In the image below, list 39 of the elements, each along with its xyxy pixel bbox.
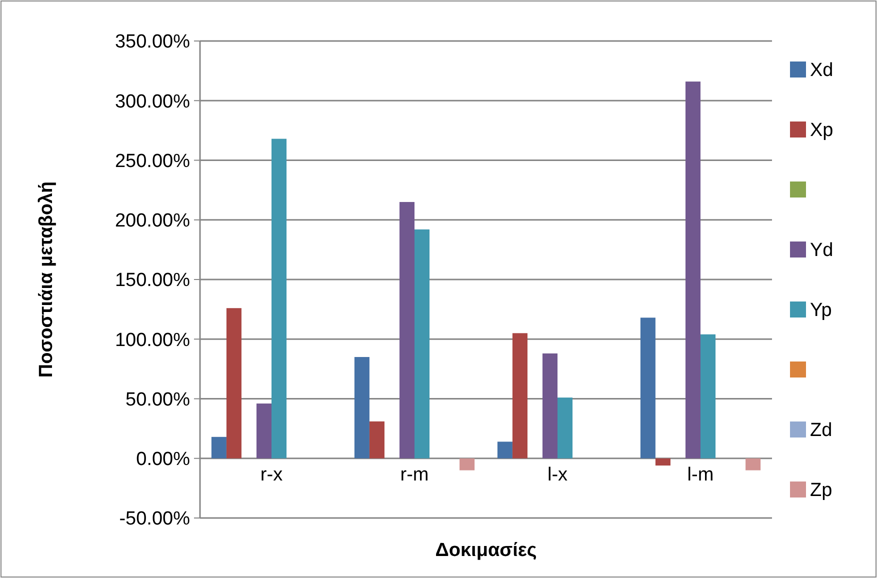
bar [414,229,430,458]
bar [226,308,242,458]
bar [497,442,512,458]
bar [640,318,656,458]
bar [369,421,384,458]
bar [354,357,370,458]
bar [746,458,761,470]
y-tick-label: 0.00% [136,449,190,470]
bar [700,334,716,458]
bar [512,333,528,458]
legend-label: Zd [810,420,832,442]
bar [460,458,475,470]
bar [272,138,287,458]
x-tick-label: l-x [547,464,568,486]
x-tick-label: l-m [687,464,714,486]
y-tick-label: 50.00% [126,389,190,410]
y-tick-label: -50.00% [119,508,190,530]
bar [685,82,700,458]
bar [542,353,558,458]
legend-label: Zp [810,480,832,502]
y-tick-label: 350.00% [114,32,190,53]
bar [256,404,272,458]
y-tick-label: 100.00% [114,330,190,351]
x-tick-label: r-x [260,464,284,486]
y-tick-label: 250.00% [114,150,190,172]
legend-label: Yp [810,300,832,322]
x-tick-label: r-m [400,464,429,486]
bar [655,458,670,466]
x-axis-title: Δοκιμασίες [435,540,537,561]
legend-label: Xp [810,120,834,142]
y-tick-label: 200.00% [114,210,190,232]
y-axis-title: Ποσοστιάια μεταβολή [36,181,57,378]
legend-label: Yd [810,240,834,262]
bar [211,436,226,458]
bar [558,398,573,458]
legend-label: Xd [810,60,834,82]
bar [399,202,414,458]
y-tick-label: 300.00% [114,91,190,112]
y-tick-label: 150.00% [114,270,190,292]
